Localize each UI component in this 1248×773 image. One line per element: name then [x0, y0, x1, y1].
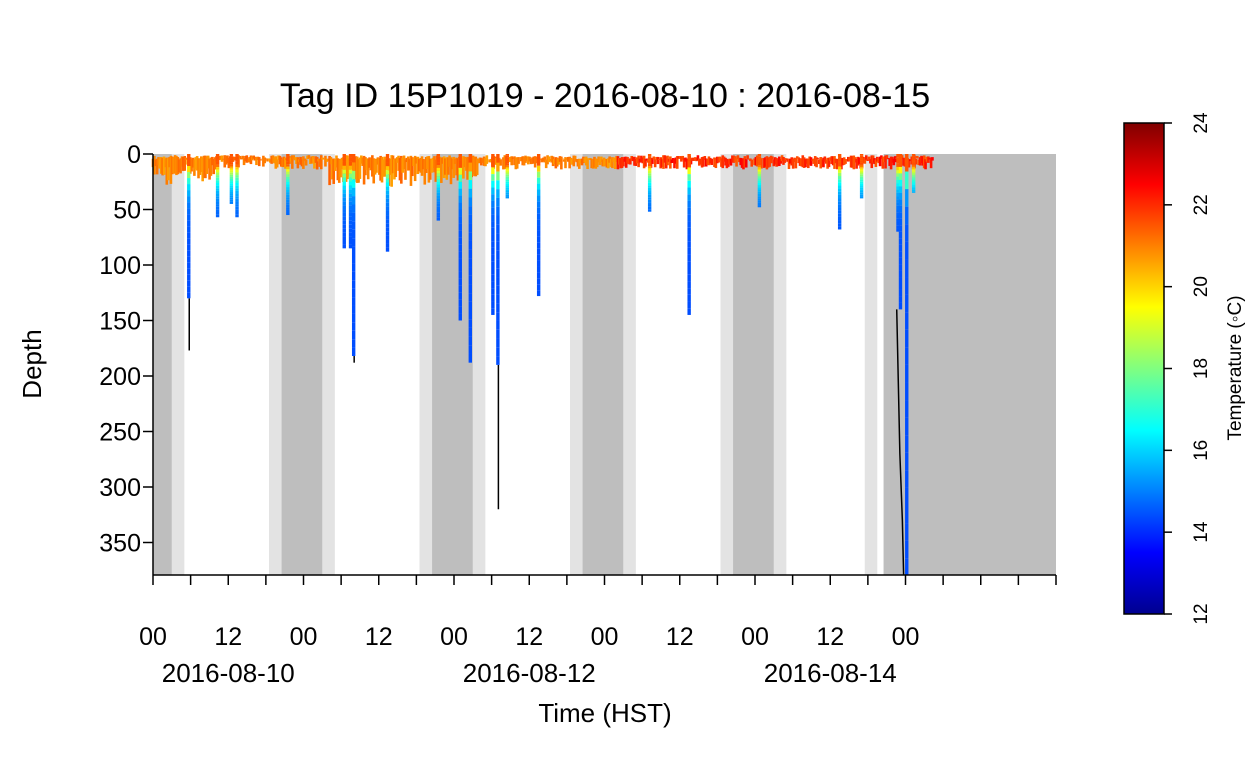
- y-tick-label: 250: [99, 419, 141, 447]
- colorbar-label: Temperature (◦C): [1225, 295, 1246, 440]
- x-tick-label: 12: [365, 623, 393, 651]
- colorbar-tick-label: 22: [1191, 194, 1212, 215]
- colorbar-ticks: 12 14 16 18 20 22 24: [1164, 112, 1212, 625]
- night-band: [281, 154, 323, 575]
- temperature-colorbar: 12 14 16 18 20 22 24 Temperature (◦C): [1123, 112, 1246, 625]
- colorbar-tick-label: 16: [1191, 440, 1212, 461]
- x-tick-label: 00: [591, 623, 619, 651]
- x-tick-label: 00: [290, 623, 318, 651]
- colorbar-tick-label: 14: [1191, 521, 1212, 543]
- y-tick-label: 350: [99, 530, 141, 558]
- x-date-label: 2016-08-14: [764, 658, 897, 688]
- y-tick-label: 0: [127, 141, 141, 169]
- y-tick-label: 50: [113, 197, 141, 225]
- twilight-band: [472, 154, 486, 575]
- x-tick-label: 00: [139, 623, 167, 651]
- y-tick-label: 100: [99, 252, 141, 280]
- colorbar-gradient: [1123, 122, 1165, 615]
- y-axis-label: Depth: [17, 329, 47, 398]
- night-band: [582, 154, 624, 575]
- colorbar-tick-label: 24: [1191, 112, 1212, 134]
- y-tick-label: 300: [99, 474, 141, 502]
- y-tick-label: 150: [99, 308, 141, 336]
- colorbar-tick-label: 18: [1191, 358, 1212, 379]
- twilight-band: [623, 154, 636, 575]
- night-band: [153, 154, 172, 575]
- x-date-label: 2016-08-10: [162, 658, 295, 688]
- twilight-band: [720, 154, 734, 575]
- surface-trace: [151, 155, 934, 187]
- x-tick-label: 12: [515, 623, 543, 651]
- y-tick-label: 200: [99, 363, 141, 391]
- twilight-band: [171, 154, 185, 575]
- night-band: [733, 154, 774, 575]
- x-axis: 00 12 00 12 00 12 00 12 00 12 00 2016-08-10 2016-08-…: [139, 575, 1057, 688]
- twilight-band: [269, 154, 282, 575]
- day-night-shading: [153, 154, 1056, 575]
- night-band: [883, 154, 1056, 575]
- colorbar-tick-label: 20: [1191, 276, 1212, 297]
- night-band: [432, 154, 473, 575]
- x-date-label: 2016-08-12: [463, 658, 596, 688]
- y-axis: 0 50 100 150 200 250 300 350: [99, 141, 153, 558]
- twilight-band: [322, 154, 335, 575]
- x-axis-label: Time (HST): [538, 698, 671, 728]
- twilight-band: [570, 154, 583, 575]
- twilight-band: [419, 154, 433, 575]
- x-tick-label: 00: [741, 623, 769, 651]
- x-tick-label: 12: [816, 623, 844, 651]
- x-tick-label: 12: [214, 623, 242, 651]
- deep-excursion-line: [895, 309, 905, 576]
- twilight-band: [864, 154, 878, 575]
- x-tick-label: 00: [892, 623, 920, 651]
- twilight-band: [773, 154, 787, 575]
- depth-traces: [151, 154, 934, 576]
- chart-title: Tag ID 15P1019 - 2016-08-10 : 2016-08-15: [280, 77, 930, 115]
- x-tick-label: 00: [440, 623, 468, 651]
- x-tick-label: 12: [666, 623, 694, 651]
- colorbar-tick-label: 12: [1191, 603, 1212, 624]
